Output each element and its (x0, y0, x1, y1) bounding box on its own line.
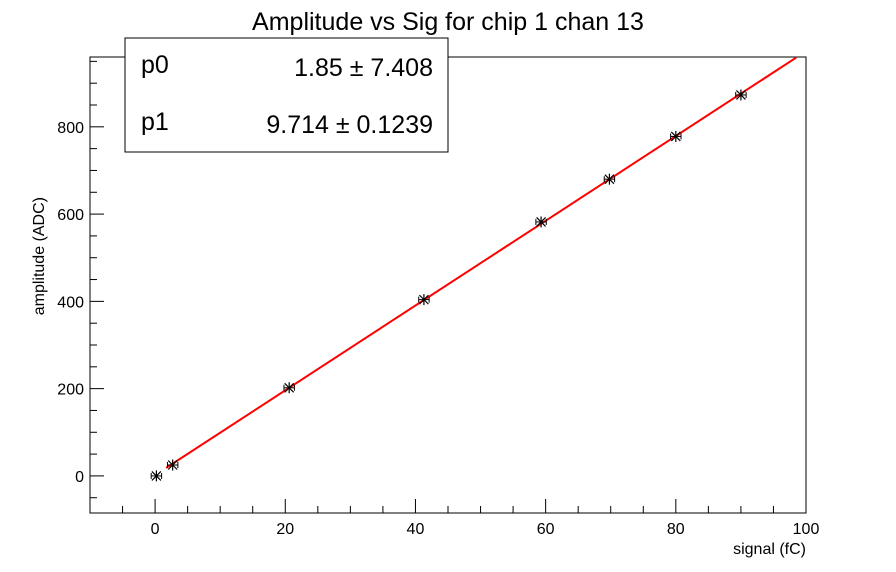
stats-p0-name: p0 (141, 51, 169, 79)
axis-ticks: 0 20 40 60 80 100 0 200 400 600 800 (57, 60, 820, 538)
y-axis-label: amplitude (ADC) (31, 197, 48, 315)
data-point (283, 382, 295, 394)
stats-box: p0 1.85 ± 7.408 p1 9.714 ± 0.1239 (124, 37, 449, 153)
x-tick-label: 0 (151, 521, 160, 538)
x-tick-label: 80 (667, 521, 685, 538)
fit-layer (165, 56, 797, 469)
x-axis-label: signal (fC) (733, 541, 806, 558)
x-tick-label: 60 (537, 521, 555, 538)
data-point (670, 130, 682, 142)
data-point (150, 470, 163, 482)
y-tick-label: 600 (57, 207, 84, 224)
data-point (418, 294, 430, 306)
fit-line (165, 56, 797, 469)
data-points (150, 89, 747, 482)
data-point (603, 173, 616, 185)
chart-title: Amplitude vs Sig for chip 1 chan 13 (252, 8, 644, 36)
y-tick-label: 400 (57, 294, 84, 311)
stats-p0-value: 1.85 ± 7.408 (294, 54, 433, 82)
y-tick-label: 800 (57, 120, 84, 137)
data-point (735, 89, 747, 101)
y-tick-label: 200 (57, 382, 84, 399)
stats-p1-value: 9.714 ± 0.1239 (266, 111, 433, 139)
y-tick-label: 0 (75, 469, 84, 486)
x-tick-label: 100 (793, 521, 820, 538)
data-point (535, 216, 547, 228)
x-tick-label: 20 (276, 521, 294, 538)
stats-box-frame (124, 37, 449, 153)
x-tick-label: 40 (407, 521, 425, 538)
data-point (166, 459, 179, 471)
stats-p1-name: p1 (141, 108, 169, 136)
